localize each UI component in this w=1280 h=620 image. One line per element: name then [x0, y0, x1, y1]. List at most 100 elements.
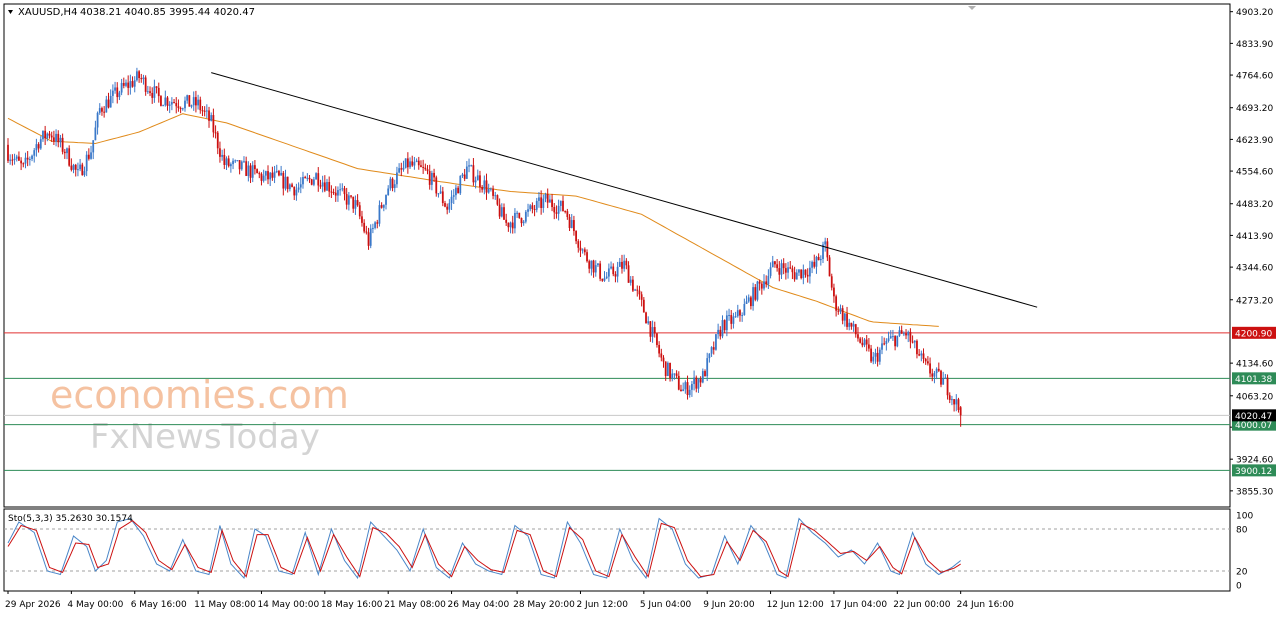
candle-body	[295, 189, 298, 196]
candle-body	[815, 256, 818, 267]
candle-body	[496, 195, 499, 205]
candle-body	[614, 274, 617, 277]
x-tick-label: 29 Apr 2026	[5, 600, 61, 610]
candle-body	[876, 352, 879, 362]
candle-body	[708, 353, 711, 359]
candle-body	[63, 151, 66, 154]
candle-body	[653, 327, 656, 334]
candle-body	[92, 140, 95, 153]
candle-body	[638, 290, 641, 295]
candle-body	[559, 200, 562, 206]
level-tag-4200.90-bg	[1232, 326, 1276, 339]
candle-body	[251, 165, 254, 178]
candle-body	[317, 173, 320, 186]
candle-body	[420, 165, 422, 167]
candle-body	[129, 81, 132, 88]
x-tick-label: 11 May 08:00	[194, 600, 256, 610]
candle-body	[273, 171, 276, 178]
candle-body	[817, 256, 820, 261]
descending-trendline[interactable]	[211, 72, 1038, 308]
x-tick-label: 6 May 16:00	[131, 600, 187, 610]
candle-body	[417, 160, 420, 166]
candle-body	[610, 266, 612, 269]
candle-body	[271, 172, 274, 178]
candle-body	[18, 156, 20, 161]
candle-body	[909, 331, 912, 342]
candle-body	[446, 206, 449, 210]
candle-body	[662, 357, 665, 362]
candle-body	[712, 347, 715, 350]
candle-body	[765, 281, 768, 285]
candle-body	[105, 99, 108, 113]
candle-body	[179, 108, 182, 110]
candle-body	[859, 338, 862, 343]
candle-body	[441, 191, 444, 204]
candle-body	[538, 197, 540, 201]
candle-body	[546, 194, 549, 203]
y-tick-label: 3924.60	[1236, 456, 1273, 466]
candle-body	[264, 171, 267, 176]
candle-body	[166, 97, 169, 106]
candle-body	[957, 399, 960, 410]
chart-shift-marker-icon[interactable]	[968, 6, 976, 10]
candle-body	[664, 361, 667, 377]
candle-body	[221, 154, 224, 157]
candle-body	[494, 195, 497, 197]
candle-body	[57, 133, 60, 143]
candle-body	[601, 278, 604, 281]
x-tick-label: 22 Jun 00:00	[893, 600, 950, 610]
candle-body	[771, 261, 774, 268]
candle-body	[164, 97, 167, 106]
candle-body	[808, 267, 811, 277]
candle-body	[203, 110, 206, 112]
candle-body	[291, 184, 293, 187]
candle-body	[249, 165, 252, 178]
candle-body	[122, 82, 125, 86]
x-tick-label: 5 Jun 04:00	[640, 600, 692, 610]
candle-body	[332, 192, 335, 194]
candle-body	[350, 195, 352, 197]
candle-body	[186, 95, 189, 101]
candle-body	[774, 261, 776, 265]
candle-body	[39, 139, 42, 149]
candle-body	[72, 164, 75, 170]
y-tick-label: 4554.60	[1236, 168, 1273, 178]
candle-body	[800, 269, 803, 279]
candle-body	[74, 164, 77, 170]
candle-body	[920, 353, 923, 356]
candle-body	[341, 188, 344, 190]
candle-body	[489, 188, 492, 190]
candle-body	[911, 341, 914, 343]
candle-body	[70, 165, 73, 170]
candle-body	[476, 175, 479, 181]
candle-body	[723, 320, 726, 331]
candle-body	[470, 165, 473, 167]
candle-body	[706, 358, 709, 377]
candle-body	[162, 105, 165, 107]
candle-body	[409, 161, 411, 168]
candle-body	[863, 339, 866, 346]
candle-body	[562, 200, 564, 212]
candle-body	[367, 232, 370, 246]
candle-body	[363, 222, 366, 232]
candle-body	[262, 175, 265, 181]
candle-body	[907, 331, 910, 336]
candle-body	[575, 231, 577, 242]
candle-body	[481, 187, 484, 190]
candle-body	[594, 265, 597, 273]
level-tag-4000.07: 4000.07	[1235, 421, 1272, 431]
level-tag-3900.12-bg	[1232, 464, 1276, 477]
candle-body	[793, 272, 796, 280]
candle-body	[701, 371, 704, 383]
candle-body	[852, 324, 855, 327]
y-tick-label: 4903.20	[1236, 8, 1273, 18]
candle-body	[448, 203, 451, 210]
symbol-dropdown-icon[interactable]	[8, 10, 13, 14]
candle-body	[37, 144, 40, 149]
x-tick-label: 24 Jun 16:00	[957, 600, 1014, 610]
candle-body	[878, 349, 881, 362]
candle-body	[542, 198, 545, 208]
candle-body	[468, 165, 470, 167]
candle-body	[223, 154, 226, 165]
